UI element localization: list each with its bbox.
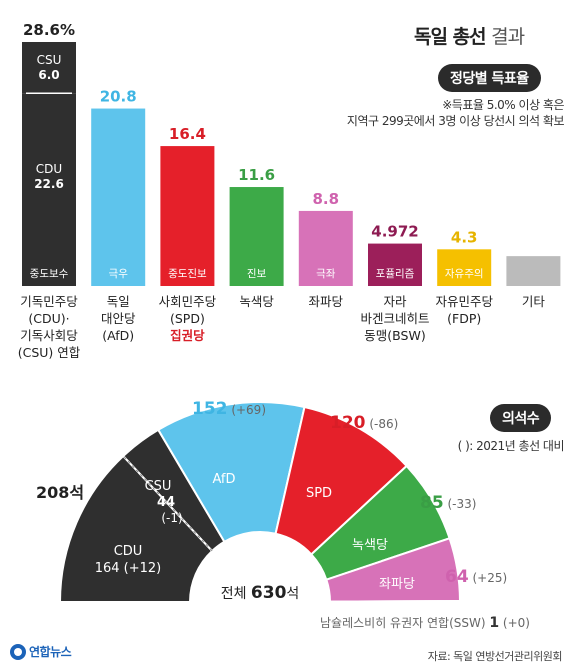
seat-label-spd-name: SPD [306,486,332,501]
logo-text: 연합뉴스 [29,645,72,659]
bar-value-label: 28.6% [23,21,75,39]
yonhap-logo-icon [10,643,26,660]
seat-label-green-name: 녹색당 [352,538,388,553]
bar-ideology-label: 진보 [247,268,267,280]
bar-5 [368,243,422,286]
seat-label-left-name: 좌파당 [379,577,415,592]
category-label: 자유민주당 [435,294,493,309]
bar-value-label: 8.8 [313,190,340,208]
category-label: 기독사회당 [20,328,78,343]
ssw-label: 남슐레스비히 유권자 연합(SSW) 1 (+0) [320,615,530,631]
seat-sector-6 [328,599,462,603]
category-label: (FDP) [447,311,481,326]
category-label: (CSU) 연합 [18,345,81,360]
category-label: 바겐크네히트 [360,311,429,326]
title-main: 독일 총선 [414,26,487,48]
category-label: 자라 [383,294,407,309]
bar-csu [22,42,76,94]
seat-sector-0 [58,454,214,603]
seat-label-cdu-name: CDU [114,544,143,559]
category-label: 독일 [107,294,130,309]
ruling-party-label: 집권당 [170,328,205,343]
cdu-csu-divider [122,455,213,552]
seat-outer-spd: 120 (-86) [330,413,398,433]
bar-value-label: 4.3 [451,228,478,246]
seat-label-afd-name: AfD [212,472,235,487]
segment-value-cdu: 22.6 [34,177,64,191]
seat-sector-2 [156,401,306,544]
category-label: (SPD) [170,311,205,326]
category-label: 동맹(BSW) [364,328,425,343]
category-label: 기타 [522,294,546,309]
seat-outer-green: 85 (-33) [420,493,476,513]
category-label: 사회민주당 [159,294,217,309]
bar-ideology-label: 포퓰리즘 [376,268,415,280]
seat-outer-afd: 152 (+69) [192,399,266,419]
title-sub: 결과 [491,26,525,48]
bar-1 [91,108,146,286]
category-label: 기독민주당 [20,294,78,309]
bar-ideology-label: 극우 [109,268,129,280]
seat-outer-left: 64 (+25) [445,567,507,587]
bar-2 [160,146,215,286]
bar-ideology-label: 자유주의 [445,268,484,280]
union-total-label: 208석 [36,483,84,502]
note-line-2: 지역구 299곳에서 3명 이상 당선시 의석 확보 [346,114,565,128]
bar-value-label: 4.972 [371,223,418,241]
seat-label-csu-change: (-1) [161,511,182,525]
bar-7 [506,256,561,286]
seat-label-cdu-value: 164 (+12) [95,561,162,576]
page-title: 독일 총선 결과 [414,22,525,49]
seat-label-csu-seats: 44 [157,495,175,510]
bar-value-label: 11.6 [238,166,275,184]
vote-share-badge: 정당별 득표율 [438,64,541,92]
note-line-1: ※득표율 5.0% 이상 혹은 [442,98,564,112]
category-label: (CDU)· [28,311,69,326]
seats-note: ( ): 2021년 총선 대비 [457,439,565,453]
source-text: 자료: 독일 연방선거관리위원회 [427,650,563,663]
category-label: (AfD) [102,328,134,343]
segment-name-cdu: CDU [36,162,62,176]
seat-label-csu-name: CSU [145,479,172,494]
bar-ideology-label: 중도진보 [168,268,207,280]
bar-ideology-label: 중도보수 [30,268,69,280]
bar-3 [229,187,284,286]
segment-value-csu: 6.0 [38,68,59,82]
bar-value-label: 16.4 [169,125,206,143]
category-label: 좌파당 [309,294,344,309]
bar-4 [298,210,353,286]
category-label: 녹색당 [239,294,274,309]
category-label: 대안당 [101,311,136,326]
bar-cdu [22,93,76,286]
bar-ideology-label: 극좌 [316,268,336,280]
bar-value-label: 20.8 [100,88,137,106]
segment-name-csu: CSU [37,53,62,67]
seats-badge: 의석수 [490,404,552,432]
yonhap-logo: 연합뉴스 [10,643,72,660]
bar-6 [437,249,492,286]
seat-total-label: 전체 630석 [221,583,300,603]
